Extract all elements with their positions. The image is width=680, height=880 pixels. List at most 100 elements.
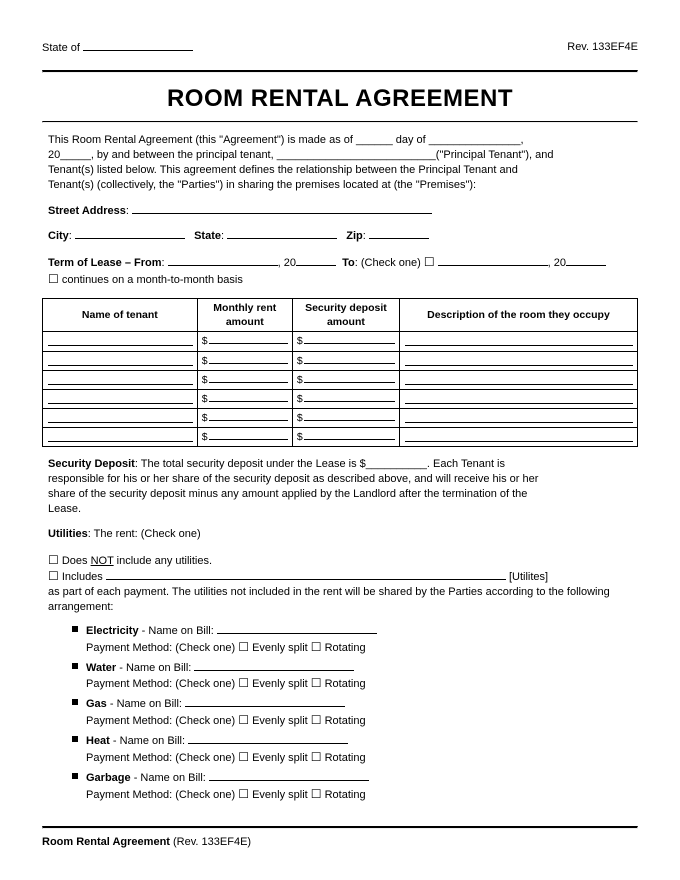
lease-to-year[interactable] xyxy=(566,255,606,266)
evenly-split-checkbox[interactable]: ☐ xyxy=(238,676,249,690)
security-deposit-label: Security Deposit xyxy=(48,458,135,470)
table-row: $$ xyxy=(43,428,638,447)
state-label: State xyxy=(194,230,221,242)
includes-checkbox[interactable]: ☐ xyxy=(48,569,59,583)
cell-rent[interactable]: $ xyxy=(197,409,292,428)
cell-description[interactable] xyxy=(399,409,637,428)
cell-description[interactable] xyxy=(399,370,637,389)
rotating-checkbox[interactable]: ☐ xyxy=(311,676,322,690)
lease-from-label: Term of Lease – From xyxy=(48,257,162,269)
footer-rule xyxy=(42,826,638,829)
evenly-split-checkbox[interactable]: ☐ xyxy=(238,713,249,727)
cell-rent[interactable]: $ xyxy=(197,332,292,351)
includes-field[interactable] xyxy=(106,569,506,580)
table-row: $$ xyxy=(43,351,638,370)
intro-paragraph: This Room Rental Agreement (this "Agreem… xyxy=(42,133,638,192)
evenly-split-checkbox[interactable]: ☐ xyxy=(238,787,249,801)
zip-label: Zip xyxy=(346,230,363,242)
utility-item: Electricity - Name on Bill: Payment Meth… xyxy=(72,623,638,656)
cell-deposit[interactable]: $ xyxy=(292,351,399,370)
lease-from-year[interactable] xyxy=(296,255,336,266)
th-deposit: Security deposit amount xyxy=(292,298,399,331)
th-rent: Monthly rent amount xyxy=(197,298,292,331)
table-row: $$ xyxy=(43,409,638,428)
street-address-field[interactable] xyxy=(132,203,432,214)
lease-term-block: Term of Lease – From: , 20 To: (Check on… xyxy=(42,254,638,288)
cell-description[interactable] xyxy=(399,351,637,370)
zip-field[interactable] xyxy=(369,228,429,239)
intro-line-4: Tenant(s) (collectively, the "Parties") … xyxy=(48,178,638,193)
cell-description[interactable] xyxy=(399,332,637,351)
rotating-checkbox[interactable]: ☐ xyxy=(311,750,322,764)
cell-deposit[interactable]: $ xyxy=(292,428,399,447)
month-to-month-checkbox[interactable]: ☐ xyxy=(48,272,59,286)
title-underline xyxy=(42,121,638,123)
lease-to-field[interactable] xyxy=(438,255,548,266)
th-description: Description of the room they occupy xyxy=(399,298,637,331)
name-on-bill-field[interactable] xyxy=(209,770,369,781)
intro-line-1: This Room Rental Agreement (this "Agreem… xyxy=(48,133,638,148)
lease-to-label: To xyxy=(342,257,355,269)
cell-description[interactable] xyxy=(399,428,637,447)
footer: Room Rental Agreement (Rev. 133EF4E) xyxy=(42,826,638,850)
state-field[interactable] xyxy=(227,228,337,239)
intro-line-2: 20_____, by and between the principal te… xyxy=(48,148,638,163)
not-include-checkbox[interactable]: ☐ xyxy=(48,553,59,567)
cell-deposit[interactable]: $ xyxy=(292,370,399,389)
cell-deposit[interactable]: $ xyxy=(292,389,399,408)
utility-name: Heat xyxy=(86,735,110,747)
evenly-split-checkbox[interactable]: ☐ xyxy=(238,640,249,654)
rotating-checkbox[interactable]: ☐ xyxy=(311,787,322,801)
utility-item: Garbage - Name on Bill: Payment Method: … xyxy=(72,770,638,803)
cell-name[interactable] xyxy=(43,409,198,428)
cell-rent[interactable]: $ xyxy=(197,389,292,408)
utility-name: Garbage xyxy=(86,772,131,784)
rotating-checkbox[interactable]: ☐ xyxy=(311,640,322,654)
security-deposit-block: Security Deposit: The total security dep… xyxy=(42,457,638,516)
intro-line-3: Tenant(s) listed below. This agreement d… xyxy=(48,163,638,178)
cell-name[interactable] xyxy=(43,428,198,447)
city-field[interactable] xyxy=(75,228,185,239)
name-on-bill-field[interactable] xyxy=(188,733,348,744)
footer-rev: (Rev. 133EF4E) xyxy=(173,836,251,848)
utility-item: Gas - Name on Bill: Payment Method: (Che… xyxy=(72,696,638,729)
table-row: $$ xyxy=(43,370,638,389)
street-address-label: Street Address xyxy=(48,205,126,217)
lease-to-date-checkbox[interactable]: ☐ xyxy=(424,255,435,269)
cell-rent[interactable]: $ xyxy=(197,351,292,370)
month-to-month-label: continues on a month-to-month basis xyxy=(62,274,243,286)
utility-name: Water xyxy=(86,662,116,674)
address-block: Street Address: City: State: Zip: xyxy=(42,203,638,245)
name-on-bill-field[interactable] xyxy=(185,696,345,707)
page-title: ROOM RENTAL AGREEMENT xyxy=(42,73,638,121)
utility-item: Heat - Name on Bill: Payment Method: (Ch… xyxy=(72,733,638,766)
cell-deposit[interactable]: $ xyxy=(292,409,399,428)
utility-name: Gas xyxy=(86,698,107,710)
utilities-label: Utilities xyxy=(48,528,88,540)
utilities-options: ☐ Does NOT include any utilities. ☐ Incl… xyxy=(42,552,638,615)
tenant-table: Name of tenant Monthly rent amount Secur… xyxy=(42,298,638,447)
cell-name[interactable] xyxy=(43,351,198,370)
cell-name[interactable] xyxy=(43,332,198,351)
name-on-bill-field[interactable] xyxy=(217,623,377,634)
city-label: City xyxy=(48,230,69,242)
table-row: $$ xyxy=(43,389,638,408)
state-of-label: State of xyxy=(42,40,193,56)
revision-label: Rev. 133EF4E xyxy=(567,40,638,56)
utilities-block: Utilities: The rent: (Check one) xyxy=(42,527,638,542)
lease-from-field[interactable] xyxy=(168,255,278,266)
utilities-list: Electricity - Name on Bill: Payment Meth… xyxy=(72,623,638,802)
cell-rent[interactable]: $ xyxy=(197,428,292,447)
table-header-row: Name of tenant Monthly rent amount Secur… xyxy=(43,298,638,331)
cell-deposit[interactable]: $ xyxy=(292,332,399,351)
name-on-bill-field[interactable] xyxy=(194,660,354,671)
table-row: $$ xyxy=(43,332,638,351)
rotating-checkbox[interactable]: ☐ xyxy=(311,713,322,727)
evenly-split-checkbox[interactable]: ☐ xyxy=(238,750,249,764)
cell-name[interactable] xyxy=(43,389,198,408)
cell-rent[interactable]: $ xyxy=(197,370,292,389)
cell-name[interactable] xyxy=(43,370,198,389)
cell-description[interactable] xyxy=(399,389,637,408)
th-name: Name of tenant xyxy=(43,298,198,331)
utility-item: Water - Name on Bill: Payment Method: (C… xyxy=(72,660,638,693)
